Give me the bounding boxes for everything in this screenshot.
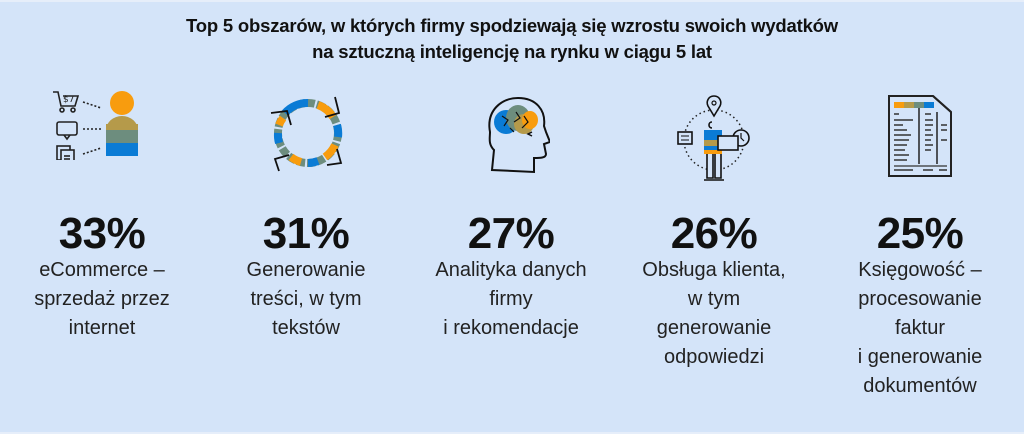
- title-line-2: na sztuczną inteligencję na rynku w ciąg…: [312, 41, 712, 62]
- stat-customer-service: 26% Obsługa klienta, w tym generowanie o…: [614, 88, 814, 372]
- infographic-title: Top 5 obszarów, w których firmy spodziew…: [0, 13, 1024, 65]
- stat-content-generation: 31% Generowanie treści, w tym tekstów: [206, 88, 406, 343]
- invoice-document-icon: [820, 88, 1020, 188]
- percent-value: 33%: [58, 209, 146, 258]
- customer-service-icon: [614, 88, 814, 188]
- category-label: Księgowość – procesowanie faktur i gener…: [857, 259, 983, 397]
- stat-accounting: 25% Księgowość – procesowanie faktur i g…: [820, 88, 1020, 401]
- stat-ecommerce: $7 33% eCommerce – sprzedaż przez intern…: [2, 88, 202, 343]
- percent-value: 27%: [467, 209, 555, 258]
- category-label: eCommerce – sprzedaż przez internet: [34, 259, 170, 339]
- category-label: Analityka danych firmy i rekomendacje: [435, 259, 587, 339]
- percent-value: 26%: [670, 209, 758, 258]
- stat-data-analytics: 27% Analityka danych firmy i rekomendacj…: [411, 88, 611, 343]
- svg-text:$7: $7: [63, 95, 74, 105]
- percent-value: 31%: [262, 209, 350, 258]
- brain-head-icon: [411, 88, 611, 188]
- title-line-1: Top 5 obszarów, w których firmy spodziew…: [186, 15, 838, 36]
- cycle-arrows-icon: [206, 88, 406, 188]
- category-label: Obsługa klienta, w tym generowanie odpow…: [642, 259, 786, 368]
- category-label: Generowanie treści, w tym tekstów: [246, 259, 366, 339]
- percent-value: 25%: [876, 209, 964, 258]
- ecommerce-person-icon: $7: [2, 88, 202, 188]
